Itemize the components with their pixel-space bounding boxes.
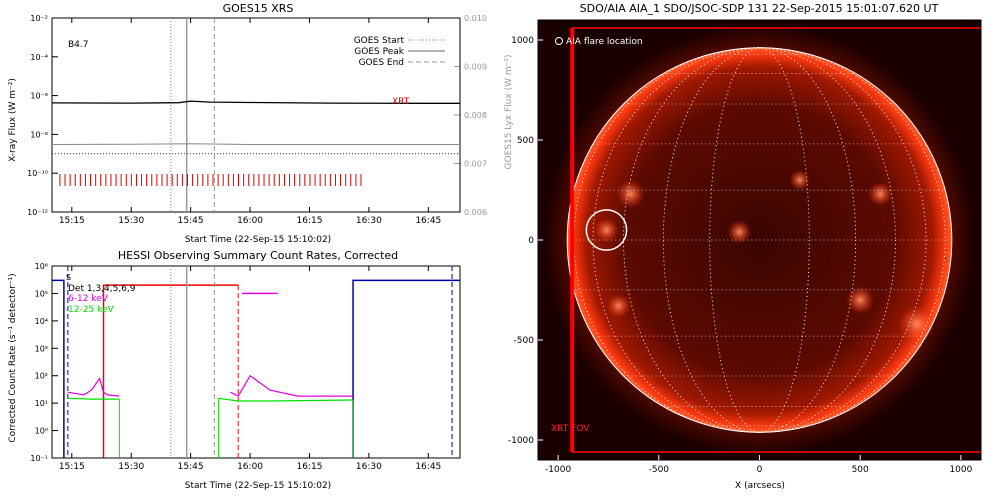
hessi-mid-band-series <box>67 397 120 400</box>
aia-x-axis-label: X (arcsecs) <box>735 481 785 491</box>
goes-legend: GOES Start GOES Peak GOES End <box>354 36 445 68</box>
goes-class-label: B4.7 <box>68 40 89 50</box>
legend-goes-start: GOES Start <box>354 36 405 46</box>
hessi-x-tick-label: 16:00 <box>237 462 263 472</box>
goes-panel-title: GOES15 XRS <box>223 2 294 15</box>
aia-active-region <box>789 169 810 191</box>
hessi-y-tick-label: 10⁶ <box>35 262 48 271</box>
hessi-y-tick-label: 10² <box>35 372 48 381</box>
aia-y-tick-label: -1000 <box>508 436 534 446</box>
xrt-label: XRT <box>392 97 410 107</box>
aia-legend: AIA flare location <box>555 37 643 47</box>
hessi-y-tick-label: 10⁰ <box>35 427 48 436</box>
goes-right-tick-label: 0.006 <box>464 208 487 217</box>
goes-short-series <box>51 143 460 145</box>
hessi-legend: S Det 1,3,4,5,6,9 6-12 keV 12-25 keV <box>66 273 136 315</box>
aia-panel: SDO/AIA AIA_1 SDO/JSOC-SDP 131 22-Sep-20… <box>508 2 982 491</box>
goes-xrs-panel: GOES15 XRS B4.7 X-ray Flux (W m⁻²) GOES1… <box>8 2 514 245</box>
aia-active-region <box>616 179 645 209</box>
aia-active-region <box>606 293 631 319</box>
legend-mid-band: 12-25 keV <box>68 305 114 315</box>
goes-x-tick-label: 16:30 <box>356 216 382 226</box>
goes-long-series <box>51 100 460 104</box>
hessi-plot-frame <box>51 265 461 459</box>
hessi-y-tick-label: 10¹ <box>35 399 48 408</box>
goes-y-tick-label: 10⁻⁸ <box>30 130 48 139</box>
aia-active-region <box>868 181 893 207</box>
legend-goes-end: GOES End <box>359 58 404 68</box>
aia-x-tick-label: -1000 <box>545 465 571 475</box>
goes-plot-frame <box>51 17 461 213</box>
aia-image-group <box>538 20 981 460</box>
hessi-y-axis-label: Corrected Count Rate (s⁻¹ detector⁻¹) <box>8 273 18 442</box>
goes-y-tick-label: 10⁻¹² <box>27 208 48 217</box>
aia-panel-title: SDO/AIA AIA_1 SDO/JSOC-SDP 131 22-Sep-20… <box>580 2 939 15</box>
hessi-y-tick-label: 10³ <box>35 344 48 353</box>
hessi-low-band-series <box>67 377 120 397</box>
goes-y-axis-label: X-ray Flux (W m⁻²) <box>8 78 18 162</box>
hessi-mid-band-series <box>218 397 354 402</box>
goes-right-tick-label: 0.010 <box>464 14 487 23</box>
aia-y-tick-label: 1000 <box>511 36 534 46</box>
aia-x-tick-label: 500 <box>852 465 869 475</box>
aia-tick-group: -1000 -500 0 500 1000 1000 500 0 -500 -1000 <box>508 19 982 475</box>
goes-right-axis-label: GOES15 Lyx Flux (W m⁻²) <box>504 55 514 170</box>
hessi-marks-group <box>51 265 461 459</box>
aia-x-tick-label: -500 <box>649 465 670 475</box>
hessi-x-tick-label: 16:15 <box>297 462 323 472</box>
goes-right-tick-label: 0.009 <box>464 63 487 72</box>
aia-active-region <box>898 305 935 343</box>
goes-y-tick-label: 10⁻⁴ <box>30 53 48 62</box>
hessi-x-tick-label: 16:30 <box>356 462 382 472</box>
aia-active-region <box>594 217 619 243</box>
aia-y-tick-label: 500 <box>517 136 534 146</box>
aia-active-region <box>846 285 875 315</box>
hessi-panel: HESSI Observing Summary Count Rates, Cor… <box>8 249 461 491</box>
aia-grid-longitude <box>592 47 927 433</box>
aia-limb <box>566 47 953 433</box>
aia-grid-longitude <box>623 47 896 433</box>
legend-low-band: 6-12 keV <box>68 294 109 304</box>
goes-x-tick-label: 15:15 <box>59 216 85 226</box>
goes-y-tick-label: 10⁻⁶ <box>30 92 48 101</box>
legend-det: Det 1,3,4,5,6,9 <box>68 284 136 294</box>
goes-right-tick-label: 0.008 <box>464 111 487 120</box>
hessi-y-tick-label: 10⁻¹ <box>30 454 48 463</box>
aia-x-tick-label: 1000 <box>949 465 972 475</box>
hessi-flag-bar <box>102 284 239 458</box>
aia-legend-circle-icon <box>555 37 563 45</box>
goes-x-axis-label: Start Time (22-Sep-15 15:10:02) <box>185 235 331 245</box>
goes-y-tick-label: 10⁻¹⁰ <box>27 169 48 178</box>
hessi-y-tick-label: 10⁴ <box>35 317 48 326</box>
hessi-x-tick-label: 15:30 <box>118 462 144 472</box>
goes-x-tick-label: 16:15 <box>297 216 323 226</box>
legend-goes-peak: GOES Peak <box>354 47 404 57</box>
hessi-x-tick-label: 15:15 <box>59 462 85 472</box>
hessi-y-tick-label: 10⁵ <box>35 289 48 298</box>
aia-y-tick-label: -500 <box>514 336 535 346</box>
goes-x-tick-label: 16:00 <box>237 216 263 226</box>
hessi-x-tick-label: 15:45 <box>178 462 204 472</box>
hessi-panel-title: HESSI Observing Summary Count Rates, Cor… <box>118 249 398 262</box>
aia-flare-circle <box>585 209 628 251</box>
legend-prefix: S <box>66 273 71 282</box>
aia-x-tick-label: 0 <box>757 465 763 475</box>
hessi-x-axis-label: Start Time (22-Sep-15 15:10:02) <box>185 481 331 491</box>
goes-y-tick-label: 10⁻² <box>30 14 48 23</box>
aia-active-region <box>727 219 752 245</box>
xrt-fov-label: XRT FOV <box>551 424 590 434</box>
goes-marks-group <box>51 17 461 213</box>
goes-right-tick-label: 0.007 <box>464 160 487 169</box>
aia-y-tick-label: 0 <box>528 236 534 246</box>
hessi-night-bar <box>52 279 65 458</box>
goes-tick-group: 15:15 15:30 15:45 16:00 16:15 16:30 16:45 10⁻² 1… <box>27 14 487 226</box>
hessi-low-band-series <box>230 374 353 397</box>
goes-x-tick-label: 15:30 <box>118 216 144 226</box>
hessi-night-bar <box>352 279 460 458</box>
goes-x-tick-label: 15:45 <box>178 216 204 226</box>
hessi-x-tick-label: 16:45 <box>415 462 441 472</box>
goes-x-tick-label: 16:45 <box>415 216 441 226</box>
aia-legend-label: AIA flare location <box>566 37 643 47</box>
